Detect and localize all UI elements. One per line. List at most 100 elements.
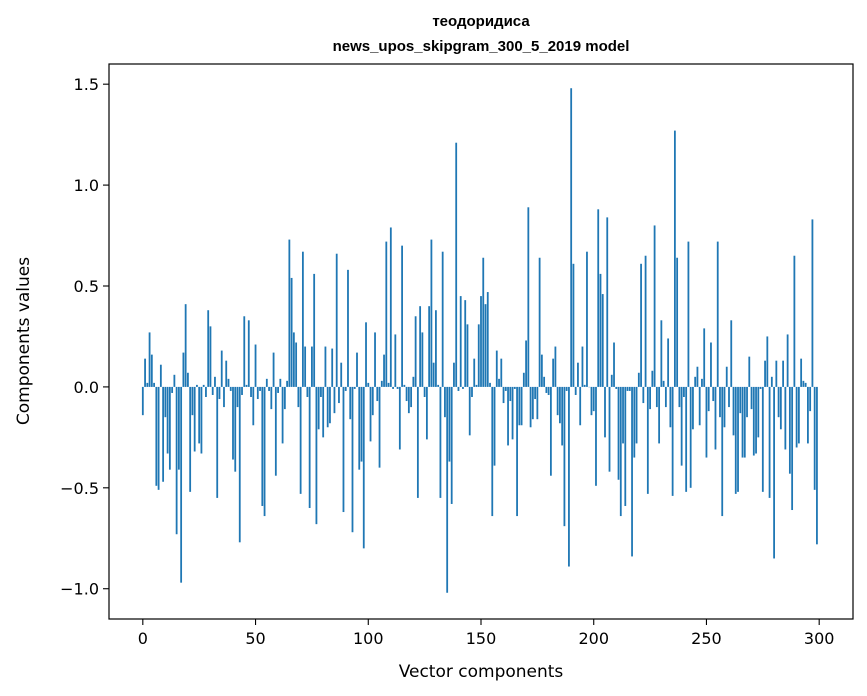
bar	[689, 386, 692, 488]
bar	[791, 386, 794, 511]
bar	[559, 386, 561, 424]
bar	[543, 376, 546, 387]
bar	[730, 320, 733, 387]
bar	[335, 253, 338, 387]
bar	[202, 384, 205, 387]
bar	[633, 386, 636, 458]
bar	[311, 346, 313, 387]
bar	[401, 245, 403, 387]
bar	[308, 386, 311, 508]
bar	[685, 386, 688, 492]
bar	[223, 386, 225, 408]
bar	[737, 386, 739, 492]
bar	[459, 296, 462, 387]
bar	[728, 386, 730, 408]
bar	[628, 386, 631, 391]
x-tick-label: 100	[353, 629, 384, 648]
x-tick-label: 300	[804, 629, 835, 648]
bar	[683, 386, 685, 397]
bar	[750, 386, 753, 410]
bar	[807, 386, 809, 444]
bar	[624, 386, 627, 506]
bar	[592, 386, 595, 412]
bar	[486, 292, 489, 387]
bar	[793, 255, 796, 387]
bar	[581, 346, 584, 387]
x-tick-label: 200	[578, 629, 609, 648]
bar	[432, 362, 435, 387]
bar	[398, 386, 401, 450]
bar	[516, 386, 518, 517]
bar	[232, 386, 234, 460]
bar	[698, 386, 701, 426]
bar	[317, 386, 320, 430]
bar	[168, 386, 171, 470]
bar	[498, 378, 500, 387]
bar	[568, 386, 570, 567]
bar	[746, 386, 748, 418]
bar	[338, 386, 340, 404]
bar	[595, 386, 597, 486]
bar	[599, 273, 602, 387]
bar	[180, 386, 183, 583]
bar	[626, 386, 629, 391]
bar	[671, 386, 674, 496]
bar	[766, 336, 769, 387]
bar	[642, 386, 645, 404]
bar	[694, 376, 697, 387]
bar	[416, 386, 419, 498]
bar	[153, 382, 155, 387]
bar	[705, 386, 708, 458]
bar	[719, 386, 721, 418]
bar	[423, 386, 426, 397]
bar	[263, 386, 266, 517]
bar	[606, 217, 609, 387]
bar	[191, 386, 194, 416]
bar	[480, 296, 482, 387]
bar	[182, 352, 185, 387]
bar	[622, 386, 624, 444]
bar	[777, 386, 780, 418]
bar	[536, 386, 539, 420]
bar	[667, 338, 670, 387]
bar	[177, 386, 180, 470]
bar	[676, 257, 679, 387]
bar	[644, 255, 647, 387]
bar	[484, 304, 487, 387]
bar	[773, 386, 775, 559]
bar	[531, 386, 534, 420]
bar	[437, 384, 440, 387]
bar	[193, 386, 196, 452]
bar	[549, 386, 552, 476]
bar	[157, 386, 160, 490]
bar	[439, 386, 442, 498]
bar	[394, 334, 397, 387]
bar	[775, 360, 778, 387]
bar	[565, 386, 568, 391]
bar	[320, 386, 322, 397]
bar	[788, 386, 791, 474]
bar	[347, 269, 349, 387]
bar	[313, 273, 316, 387]
bar	[272, 352, 275, 387]
bar	[477, 324, 480, 387]
bar	[389, 227, 392, 387]
y-tick-label: −0.5	[60, 479, 99, 498]
bar	[554, 346, 557, 387]
bar	[159, 364, 162, 387]
bar	[256, 386, 259, 400]
bar	[552, 358, 555, 387]
bar	[205, 386, 207, 397]
bar	[220, 350, 223, 387]
bar	[748, 356, 751, 387]
bars-group	[141, 88, 818, 593]
bar	[446, 386, 449, 593]
bar	[770, 376, 773, 387]
bar	[252, 386, 255, 426]
bar	[757, 386, 760, 438]
bar	[196, 384, 198, 387]
bar	[710, 342, 712, 387]
bar	[495, 350, 498, 387]
bar	[696, 366, 699, 387]
bar	[238, 386, 241, 543]
